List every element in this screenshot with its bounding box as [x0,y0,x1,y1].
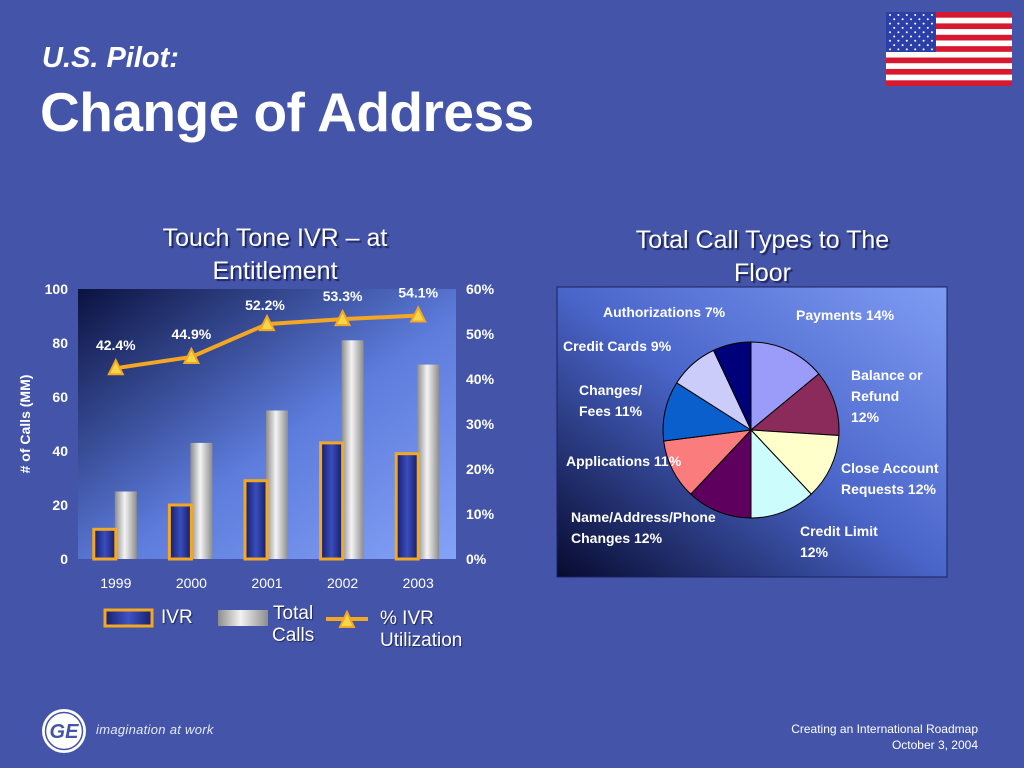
pie-slice-label: Authorizations 7% [603,304,726,320]
left-axis-tick: 60 [52,389,68,405]
right-axis-tick: 30% [466,416,495,432]
pie-slice [690,428,752,519]
pie-slice-label: Credit Cards 9% [563,338,672,354]
footer-text: Creating an International Roadmap Octobe… [791,721,978,753]
legend-ivr-label: IVR [161,607,193,628]
pie-slice-label: Applications 11% [566,453,682,469]
pie-chart-title-line-1: Total Call Types to The [635,226,890,254]
x-axis-tick: 2002 [327,575,358,591]
pie-slice [749,429,840,495]
right-axis-tick: 10% [466,506,495,522]
legend-total-calls-label: Total Calls [272,603,314,647]
right-axis-tick: 0% [466,551,487,567]
legend-total-line-2: Calls [272,625,315,646]
utilization-marker [409,305,427,323]
legend-util-line-2: Utilization [380,630,463,651]
svg-text:GE: GE [50,721,80,743]
bar-chart-title: Touch Tone IVR – at Entitlement [100,222,450,288]
pie-slice-label: Payments 14% [796,307,895,323]
pie-slice [750,341,820,432]
total-calls-bar [417,364,440,559]
ivr-bar [167,503,193,561]
pie-slice-label: Balance or Refund 12% [851,367,923,425]
ivr-bar [394,452,420,561]
legend-util-line-1: % IVR [380,608,434,629]
pie-chart-title-line-2: Floor [734,259,791,287]
utilization-data-label: 44.9% [172,326,212,342]
total-calls-bar [266,410,288,559]
pie-slice-label: Credit Limit 12% [800,523,878,560]
x-axis-tick: 2003 [403,575,434,591]
legend-total-calls-swatch [218,610,268,626]
legend-ivr-swatch [103,608,154,628]
x-axis-tick: 2000 [176,575,207,591]
footer-tagline: imagination at work [96,722,214,737]
utilization-marker [182,346,201,364]
left-axis-tick: 80 [52,335,68,351]
pie-slice-label: Changes/Fees 11% [579,382,643,419]
right-axis-tick: 60% [466,281,495,297]
right-axis-tick: 50% [466,326,495,342]
left-axis-tick: 40 [52,443,68,459]
right-axis-tick: 20% [466,461,495,477]
ivr-bar [92,527,118,561]
pie-slice [749,373,840,437]
legend-utilization-swatch [326,609,368,628]
left-axis-tick: 100 [45,281,69,297]
left-axis-tick: 0 [60,551,68,567]
ge-logo-icon: GE [42,709,86,753]
pie-slice-label: Name/Address/Phone Changes 12% [571,509,716,546]
legend-total-line-1: Total [273,603,314,624]
footer-line-1: Creating an International Roadmap [791,722,978,736]
us-flag-icon [886,12,1012,86]
utilization-data-label: 53.3% [323,288,363,304]
pie-slice [712,341,752,431]
right-axis-tick: 40% [466,371,495,387]
total-calls-bar [114,491,137,559]
pie-slice [750,428,812,519]
utilization-data-label: 42.4% [96,337,136,353]
total-calls-bar [341,340,364,559]
utilization-data-label: 54.1% [398,285,438,301]
pie-slice-label: Close Account Requests 12% [841,460,939,497]
utilization-data-label: 52.2% [245,297,285,313]
bar-chart-title-line-1: Touch Tone IVR – at [162,224,388,252]
footer-line-2: October 3, 2004 [891,738,978,752]
bar-chart-title-line-2: Entitlement [212,257,338,285]
total-calls-bar [190,442,213,559]
utilization-marker [107,357,125,376]
left-axis-tick: 20 [52,497,68,513]
utilization-marker [333,308,352,327]
ivr-bar [319,441,345,561]
legend-utilization-label: % IVR Utilization [380,608,462,652]
slide-subtitle: U.S. Pilot: [42,42,179,74]
x-axis-tick: 1999 [100,575,131,591]
pie-chart-title: Total Call Types to The Floor [585,224,940,290]
x-axis-tick: 2001 [251,575,282,591]
ivr-bar [243,479,269,561]
y-axis-label: # of Calls (MM) [17,375,33,474]
slide-title: Change of Address [40,81,534,143]
utilization-marker [258,313,276,332]
